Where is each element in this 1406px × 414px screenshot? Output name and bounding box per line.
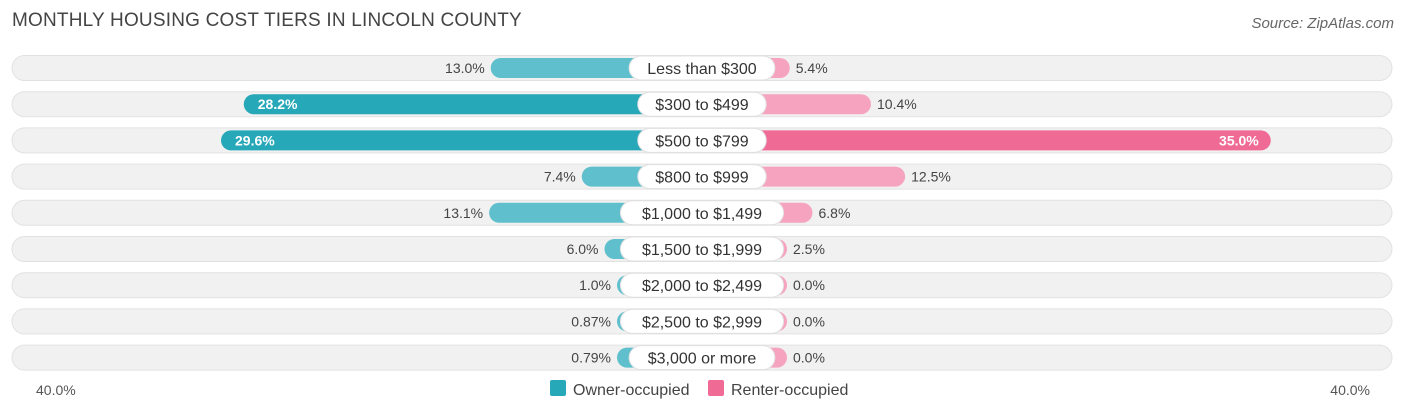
owner-bar [243,94,702,115]
renter-value-label: 0.0% [793,313,825,329]
category-label: $500 to $799 [655,133,749,150]
renter-value-label: 5.4% [796,60,828,76]
category-pill [637,91,767,117]
owner-value-label: 29.6% [235,132,275,148]
category-label: $1,000 to $1,499 [642,206,762,223]
source-note: Source: ZipAtlas.com [1251,15,1394,32]
owner-value-label: 0.79% [571,350,611,366]
category-label: $2,500 to $2,999 [642,314,762,331]
renter-value-label: 2.5% [793,241,825,257]
owner-value-label: 6.0% [567,241,599,257]
category-label: Less than $300 [647,61,757,78]
category-label: $2,000 to $2,499 [642,278,762,295]
category-pill [637,127,767,153]
owner-value-label: 28.2% [258,96,298,112]
category-pill [619,236,785,262]
axis-left-label: 40.0% [36,382,76,398]
category-pill [628,345,776,371]
category-pill [619,272,785,298]
owner-value-label: 13.1% [443,205,483,221]
category-pill [628,55,776,81]
category-label: $800 to $999 [655,170,749,187]
owner-value-label: 0.87% [571,313,611,329]
renter-value-label: 0.0% [793,350,825,366]
legend-renter-label: Renter-occupied [731,382,848,399]
category-label: $1,500 to $1,999 [642,242,762,259]
owner-bar [221,130,702,151]
chart-title: MONTHLY HOUSING COST TIERS IN LINCOLN CO… [12,10,522,31]
legend-owner-label: Owner-occupied [573,382,690,399]
renter-bar [702,130,1271,151]
category-pill [619,200,785,226]
owner-value-label: 7.4% [544,169,576,185]
category-pill [637,164,767,190]
renter-value-label: 10.4% [877,96,917,112]
owner-value-label: 13.0% [445,60,485,76]
category-pill [619,308,785,334]
renter-value-label: 6.8% [819,205,851,221]
category-label: $300 to $499 [655,97,749,114]
axis-right-label: 40.0% [1330,382,1370,398]
owner-value-label: 1.0% [579,277,611,293]
legend-renter-swatch [708,380,724,396]
renter-value-label: 12.5% [911,169,951,185]
category-label: $3,000 or more [648,351,757,368]
renter-value-label: 35.0% [1219,132,1259,148]
legend-owner-swatch [550,380,566,396]
renter-value-label: 0.0% [793,277,825,293]
